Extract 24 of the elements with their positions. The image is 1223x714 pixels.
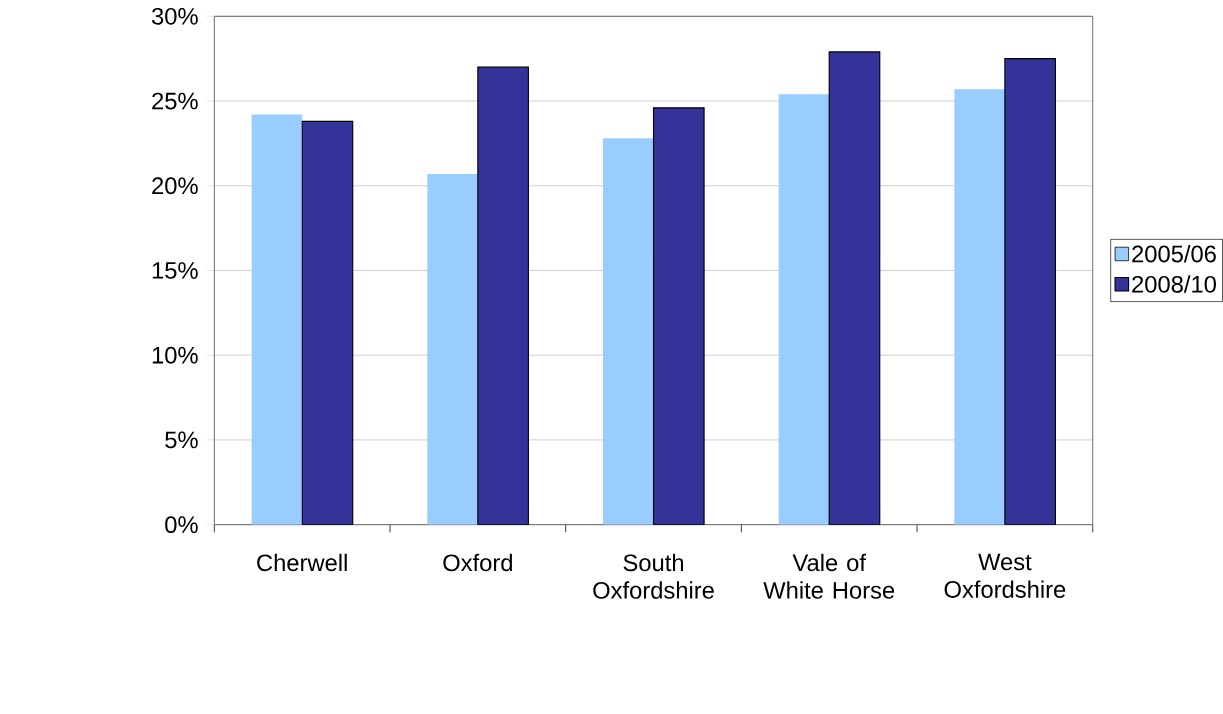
y-tick-label: 20%	[152, 177, 198, 194]
bar	[602, 138, 654, 525]
x-tick-label: Oxford	[443, 553, 512, 571]
x-tick-label: Vale of White Horse	[763, 553, 895, 599]
legend-label: 2005/06	[1132, 244, 1216, 263]
legend-label: 2008/10	[1132, 275, 1216, 293]
y-tick-label: 30%	[151, 7, 198, 25]
y-tick-label: 5%	[165, 431, 198, 449]
bar	[652, 107, 705, 525]
y-tick-label: 10%	[152, 346, 198, 364]
y-tick-label: 0%	[165, 516, 198, 533]
bar	[427, 173, 478, 525]
x-tick-label: Cherwell	[257, 553, 347, 571]
bar	[954, 88, 1005, 525]
x-tick-label: West Oxfordshire	[944, 553, 1066, 598]
bar	[477, 66, 529, 525]
bar	[828, 51, 881, 525]
bar	[301, 120, 354, 525]
bar	[251, 114, 303, 525]
y-tick-label: 25%	[152, 92, 198, 110]
x-tick-label: South Oxfordshire	[593, 553, 714, 599]
bar	[778, 94, 830, 525]
bar	[1004, 57, 1056, 525]
y-tick-label: 15%	[152, 261, 198, 279]
